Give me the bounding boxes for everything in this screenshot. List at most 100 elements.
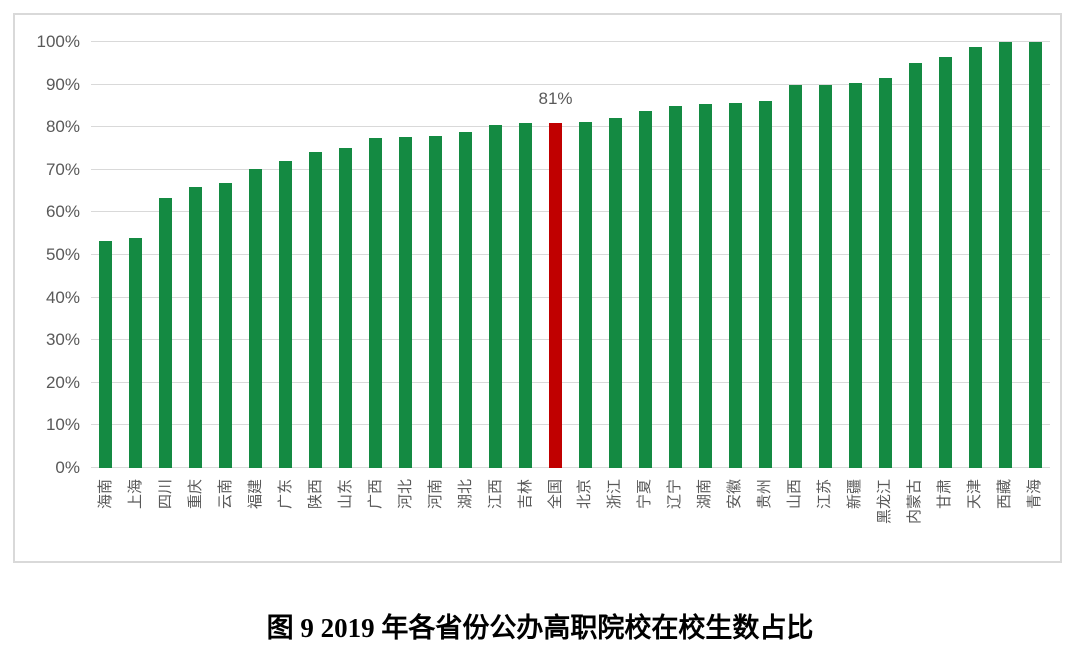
bar: [489, 125, 503, 468]
bar: [309, 151, 323, 468]
bar: [788, 84, 802, 468]
x-slot-西藏: 西藏: [990, 477, 1020, 569]
bar-slot-湖北: [451, 42, 481, 468]
x-slot-安徽: 安徽: [720, 477, 750, 569]
bar-slot-西藏: [990, 42, 1020, 468]
bar: [578, 121, 592, 468]
bar-slot-江苏: [810, 42, 840, 468]
x-slot-湖南: 湖南: [690, 477, 720, 569]
gridline-100%: [91, 41, 1050, 42]
y-tick-label: 60%: [45, 202, 80, 222]
x-tick-label: 云南: [216, 479, 234, 510]
bar-slot-天津: [960, 42, 990, 468]
bar-slot-重庆: [181, 42, 211, 468]
x-slot-青海: 青海: [1020, 477, 1050, 569]
bar-slot-全国: 81%: [538, 42, 573, 468]
x-tick-label: 浙江: [606, 479, 624, 510]
gridline-50%: [91, 254, 1050, 255]
y-tick-label: 80%: [45, 117, 80, 137]
chart-area: 0% 10% 20% 30% 40% 50% 60% 70% 80% 90% 100% 81% 海南…: [13, 13, 1062, 563]
bar-slot-上海: [121, 42, 151, 468]
bar-slot-山西: [780, 42, 810, 468]
bar: [908, 62, 922, 468]
gridline-0%: [91, 467, 1050, 468]
bar: [189, 186, 203, 468]
bars-row: 81%: [91, 42, 1050, 468]
x-tick-label: 广西: [366, 479, 384, 510]
bar-slot-浙江: [600, 42, 630, 468]
bar-slot-江西: [481, 42, 511, 468]
bar-slot-甘肃: [930, 42, 960, 468]
x-tick-label: 全国: [546, 479, 564, 510]
x-tick-label: 内蒙古: [906, 479, 924, 525]
x-slot-山西: 山西: [780, 477, 810, 569]
x-tick-label: 辽宁: [666, 479, 684, 510]
y-tick-label: 30%: [45, 330, 80, 350]
bar: [878, 77, 892, 468]
bar: [159, 198, 173, 468]
x-tick-label: 四川: [156, 479, 174, 510]
bar-slot-青海: [1020, 42, 1050, 468]
x-slot-江苏: 江苏: [810, 477, 840, 569]
x-tick-label: 西藏: [996, 479, 1014, 510]
x-tick-label: 广东: [276, 479, 294, 510]
x-slot-黑龙江: 黑龙江: [870, 477, 900, 569]
bar: [219, 182, 233, 468]
bar-national-highlight: [549, 122, 563, 468]
bar: [728, 102, 742, 468]
x-tick-label: 海南: [96, 479, 114, 510]
bar-slot-河北: [391, 42, 421, 468]
gridline-80%: [91, 126, 1050, 128]
bar: [99, 241, 113, 468]
x-tick-label: 新疆: [846, 479, 864, 510]
bar: [938, 57, 952, 468]
y-tick-label: 0%: [55, 458, 80, 477]
bar-slot-内蒙古: [900, 42, 930, 468]
y-tick-label: 100%: [36, 32, 80, 51]
y-tick-label: 10%: [45, 415, 80, 435]
x-tick-label: 天津: [966, 479, 984, 510]
x-tick-label: 吉林: [516, 479, 534, 510]
bar: [608, 117, 622, 468]
bar-slot-黑龙江: [870, 42, 900, 468]
bar-slot-广西: [361, 42, 391, 468]
x-slot-湖北: 湖北: [451, 477, 481, 569]
bar-slot-四川: [151, 42, 181, 468]
bar-slot-吉林: [511, 42, 541, 468]
plot-area: 81%: [91, 41, 1050, 468]
bar-slot-湖南: [690, 42, 720, 468]
gridline-70%: [91, 168, 1050, 170]
bar-slot-宁夏: [630, 42, 660, 468]
bar-slot-福建: [241, 42, 271, 468]
bar-slot-安徽: [720, 42, 750, 468]
bar: [519, 123, 533, 468]
x-tick-label: 贵州: [756, 479, 774, 510]
bar: [1028, 42, 1042, 468]
x-tick-label: 安徽: [726, 479, 744, 510]
x-slot-天津: 天津: [960, 477, 990, 569]
bar-value-label: 81%: [538, 88, 573, 108]
x-tick-label: 江苏: [816, 479, 834, 510]
x-tick-label: 黑龙江: [876, 479, 894, 525]
bar: [249, 168, 263, 468]
x-tick-label: 北京: [576, 479, 594, 510]
bar-slot-河南: [421, 42, 451, 468]
x-slot-吉林: 吉林: [511, 477, 541, 569]
x-slot-浙江: 浙江: [600, 477, 630, 569]
x-tick-label: 江西: [486, 479, 504, 510]
gridline-30%: [91, 339, 1050, 341]
y-tick-label: 40%: [45, 287, 80, 307]
y-tick-label: 50%: [45, 245, 80, 264]
bar: [998, 42, 1012, 468]
gridline-20%: [91, 381, 1050, 383]
bar-slot-云南: [211, 42, 241, 468]
x-tick-label: 河南: [426, 479, 444, 510]
bar: [968, 46, 982, 468]
x-tick-label: 重庆: [186, 479, 204, 510]
x-tick-label: 宁夏: [636, 479, 654, 510]
y-axis: 0% 10% 20% 30% 40% 50% 60% 70% 80% 90% 100%: [15, 33, 80, 477]
bar-slot-广东: [271, 42, 301, 468]
gridline-90%: [91, 83, 1050, 85]
x-slot-福建: 福建: [241, 477, 271, 569]
